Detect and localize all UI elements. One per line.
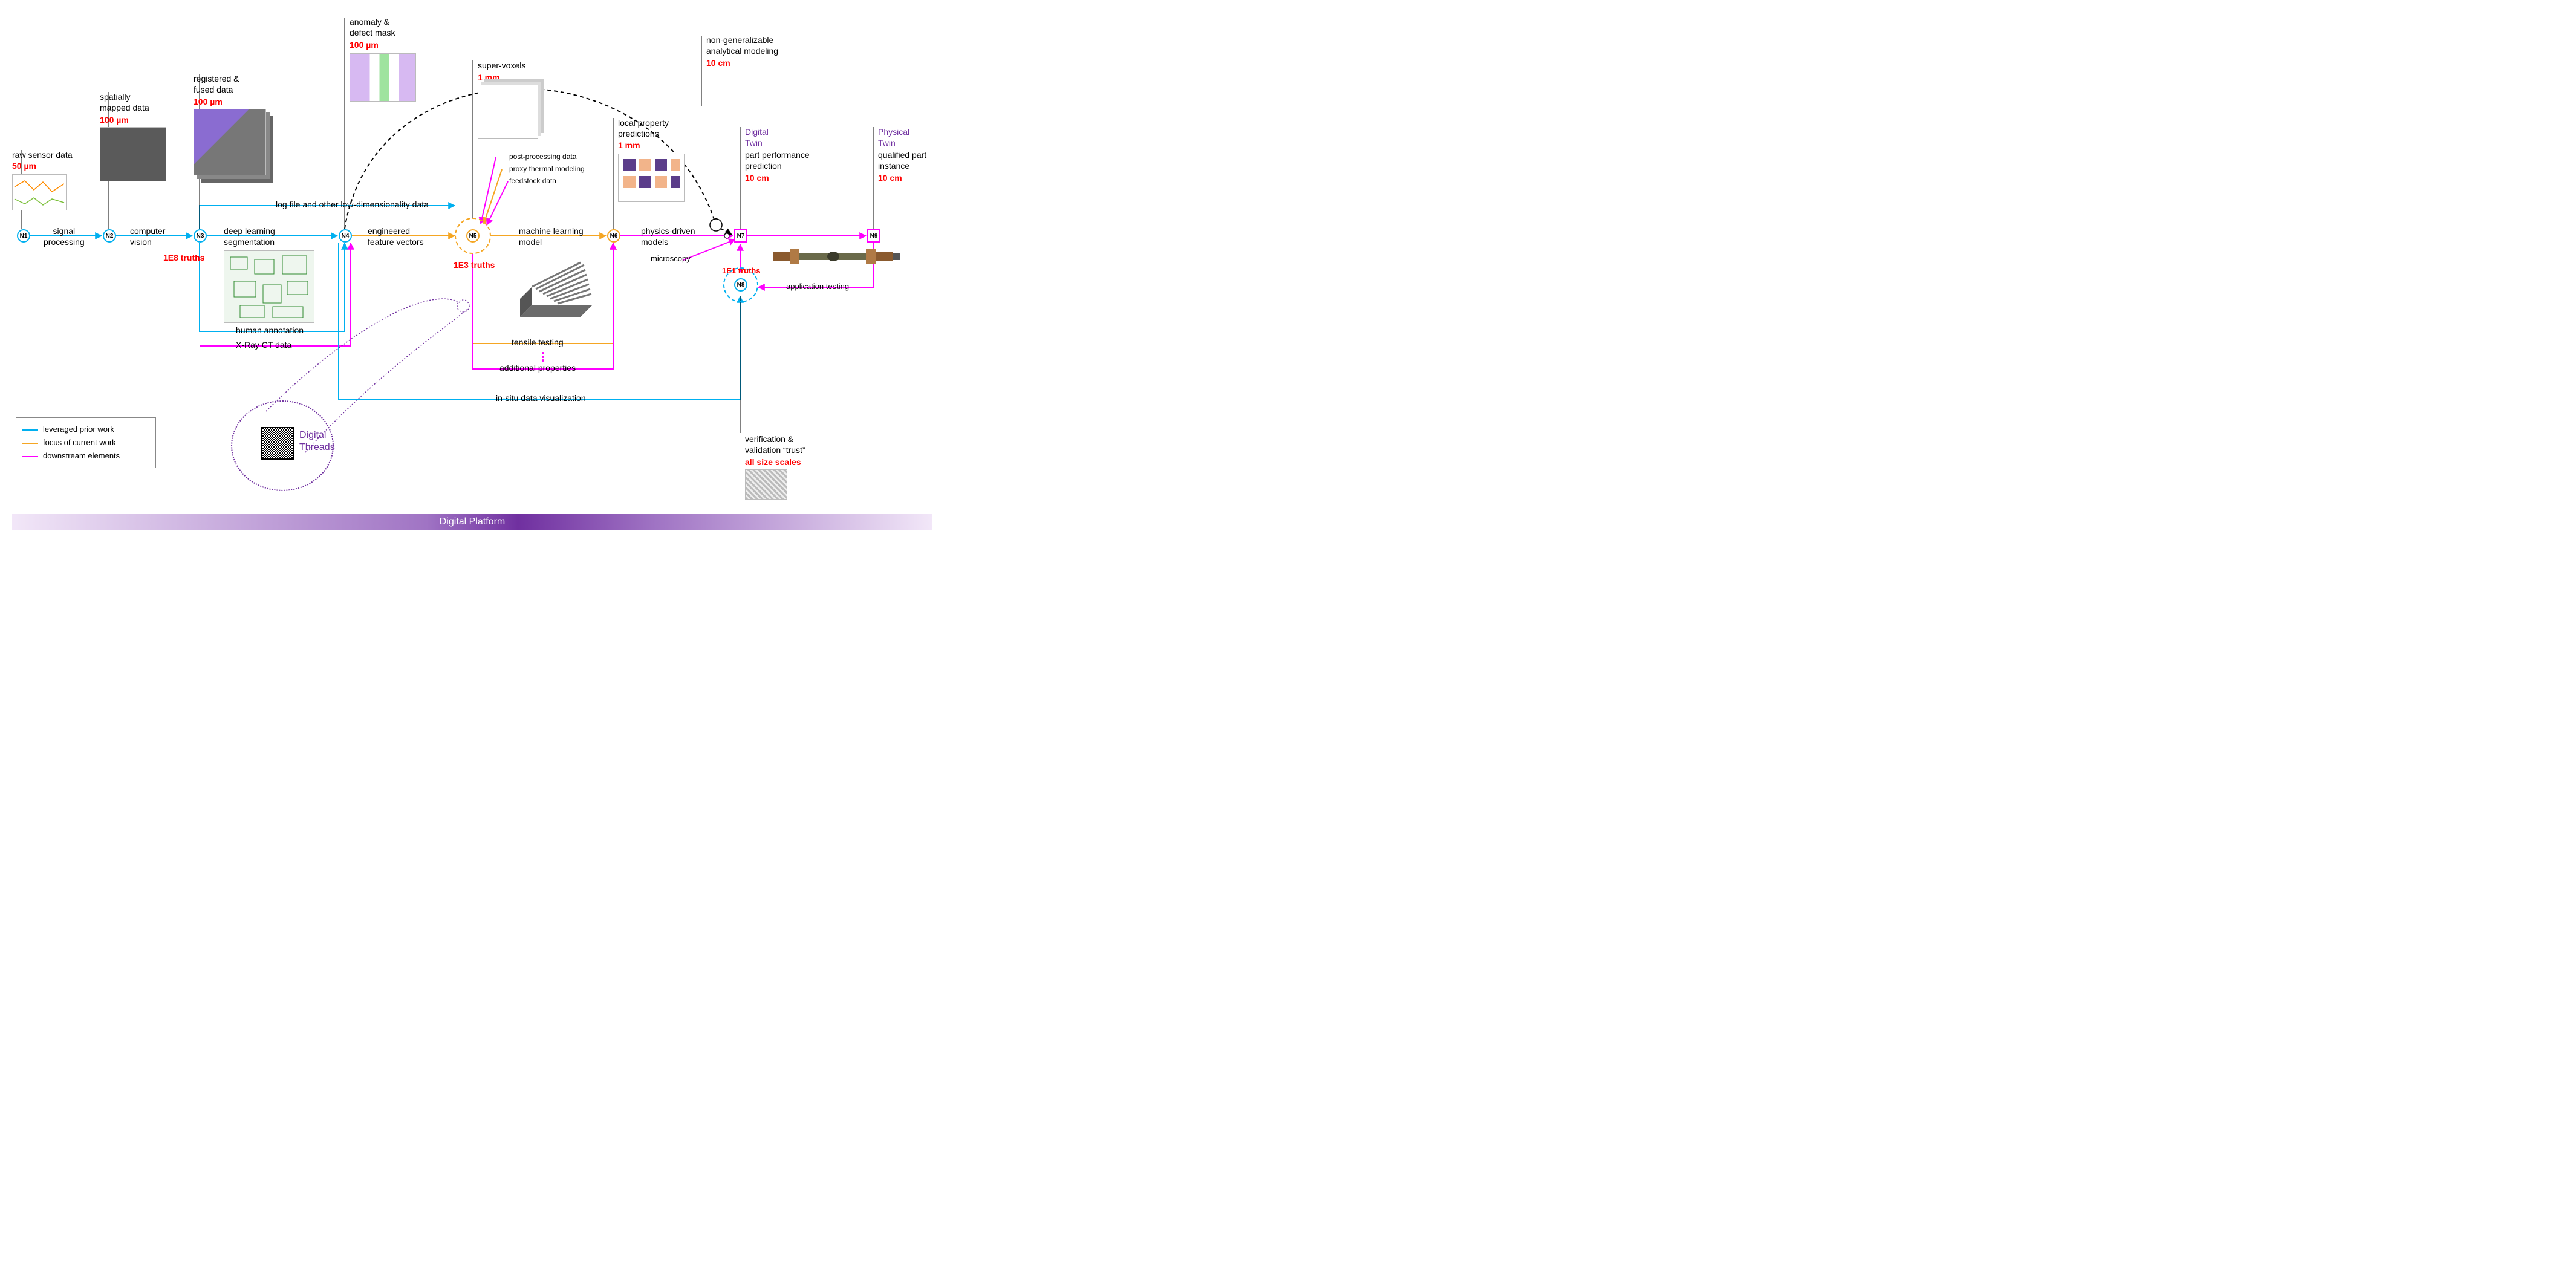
legend-item-current: focus of current work [22, 436, 149, 449]
lbl-engfeat: engineered feature vectors [368, 226, 424, 247]
thumb-mapped [100, 127, 166, 181]
lbl-logfile: log file and other low-dimensionality da… [276, 200, 429, 210]
thumb-anomaly [350, 53, 416, 102]
lbl-dlseg: deep learning segmentation [224, 226, 275, 247]
lbl-cv: computer vision [130, 226, 165, 247]
lbl-microscopy: microscopy [651, 254, 691, 264]
footer-text: Digital Platform [440, 516, 505, 527]
hdr-digital-twin-sub: part performance prediction [745, 150, 810, 171]
lbl-signal: signal processing [44, 226, 85, 247]
hdr-anomaly-scale: 100 µm [350, 40, 379, 51]
hdr-local: local property predictions [618, 118, 669, 139]
legend-item-prior: leveraged prior work [22, 423, 149, 436]
hdr-fused-scale: 100 µm [194, 97, 223, 108]
hdr-supervoxels: super-voxels [478, 60, 525, 71]
legend: leveraged prior work focus of current wo… [16, 417, 156, 468]
node-n4: N4 [339, 229, 352, 243]
hdr-mapped: spatially mapped data [100, 92, 149, 113]
lbl-ml: machine learning model [519, 226, 584, 247]
thumb-fused [194, 109, 266, 175]
node-n1: N1 [17, 229, 30, 243]
legend-text-2: downstream elements [43, 451, 120, 460]
hdr-raw-scale: 50 µm [12, 161, 36, 172]
hdr-raw: raw sensor data [12, 150, 73, 161]
hdr-supervoxels-scale: 1 mm [478, 73, 500, 83]
hdr-verification: verification & validation “trust” [745, 434, 805, 455]
thumb-local [618, 154, 685, 202]
legend-text-1: focus of current work [43, 438, 116, 447]
lbl-apptest: application testing [786, 282, 849, 292]
lbl-proxy: proxy thermal modeling [509, 165, 585, 174]
lbl-feedstock: feedstock data [509, 177, 556, 186]
hdr-anomaly: anomaly & defect mask [350, 17, 395, 38]
hdr-local-scale: 1 mm [618, 140, 640, 151]
n8-truths: 1E1 truths [722, 266, 761, 276]
lbl-human: human annotation [236, 325, 304, 336]
hdr-supervoxels-truths: 1E3 truths [454, 260, 495, 271]
legend-item-downstream: downstream elements [22, 449, 149, 463]
thumb-verification [745, 469, 787, 500]
lbl-postproc: post-processing data [509, 152, 576, 161]
hdr-verification-scale: all size scales [745, 457, 801, 468]
thumb-raw [12, 174, 67, 210]
thumb-part [773, 244, 900, 269]
hdr-digital-twin: Digital Twin [745, 127, 769, 148]
hdr-fused-truths: 1E8 truths [163, 253, 204, 264]
node-n7: N7 [734, 229, 747, 243]
hdr-fused: registered & fused data [194, 74, 239, 95]
legend-text-0: leveraged prior work [43, 425, 114, 434]
hdr-physical-twin-sub: qualified part instance [878, 150, 926, 171]
node-n6: N6 [607, 229, 620, 243]
node-n5: N5 [466, 229, 480, 243]
lbl-physics: physics-driven models [641, 226, 695, 247]
thumb-stack [508, 250, 599, 329]
lbl-xray: X-Ray CT data [236, 340, 291, 351]
hdr-physical-twin-scale: 10 cm [878, 173, 902, 184]
footer-bar: Digital Platform [12, 514, 932, 530]
diagram-canvas: N1 N2 N3 N4 N5 N6 N7 N8 N9 raw sensor da… [0, 0, 945, 536]
hdr-physical-twin: Physical Twin [878, 127, 909, 148]
hdr-nongen: non-generalizable analytical modeling [706, 35, 778, 56]
node-n8: N8 [734, 278, 747, 292]
hdr-nongen-scale: 10 cm [706, 58, 730, 69]
lbl-additional: additional properties [499, 363, 576, 374]
lbl-tensile: tensile testing [512, 337, 564, 348]
hdr-digital-twin-scale: 10 cm [745, 173, 769, 184]
lbl-insitu: in-situ data visualization [496, 393, 586, 404]
node-n9: N9 [867, 229, 880, 243]
hdr-mapped-scale: 100 µm [100, 115, 129, 126]
node-n2: N2 [103, 229, 116, 243]
node-n3: N3 [194, 229, 207, 243]
thumb-seg [224, 250, 314, 323]
qr-icon [261, 427, 294, 460]
thumb-supervoxels [478, 85, 538, 139]
